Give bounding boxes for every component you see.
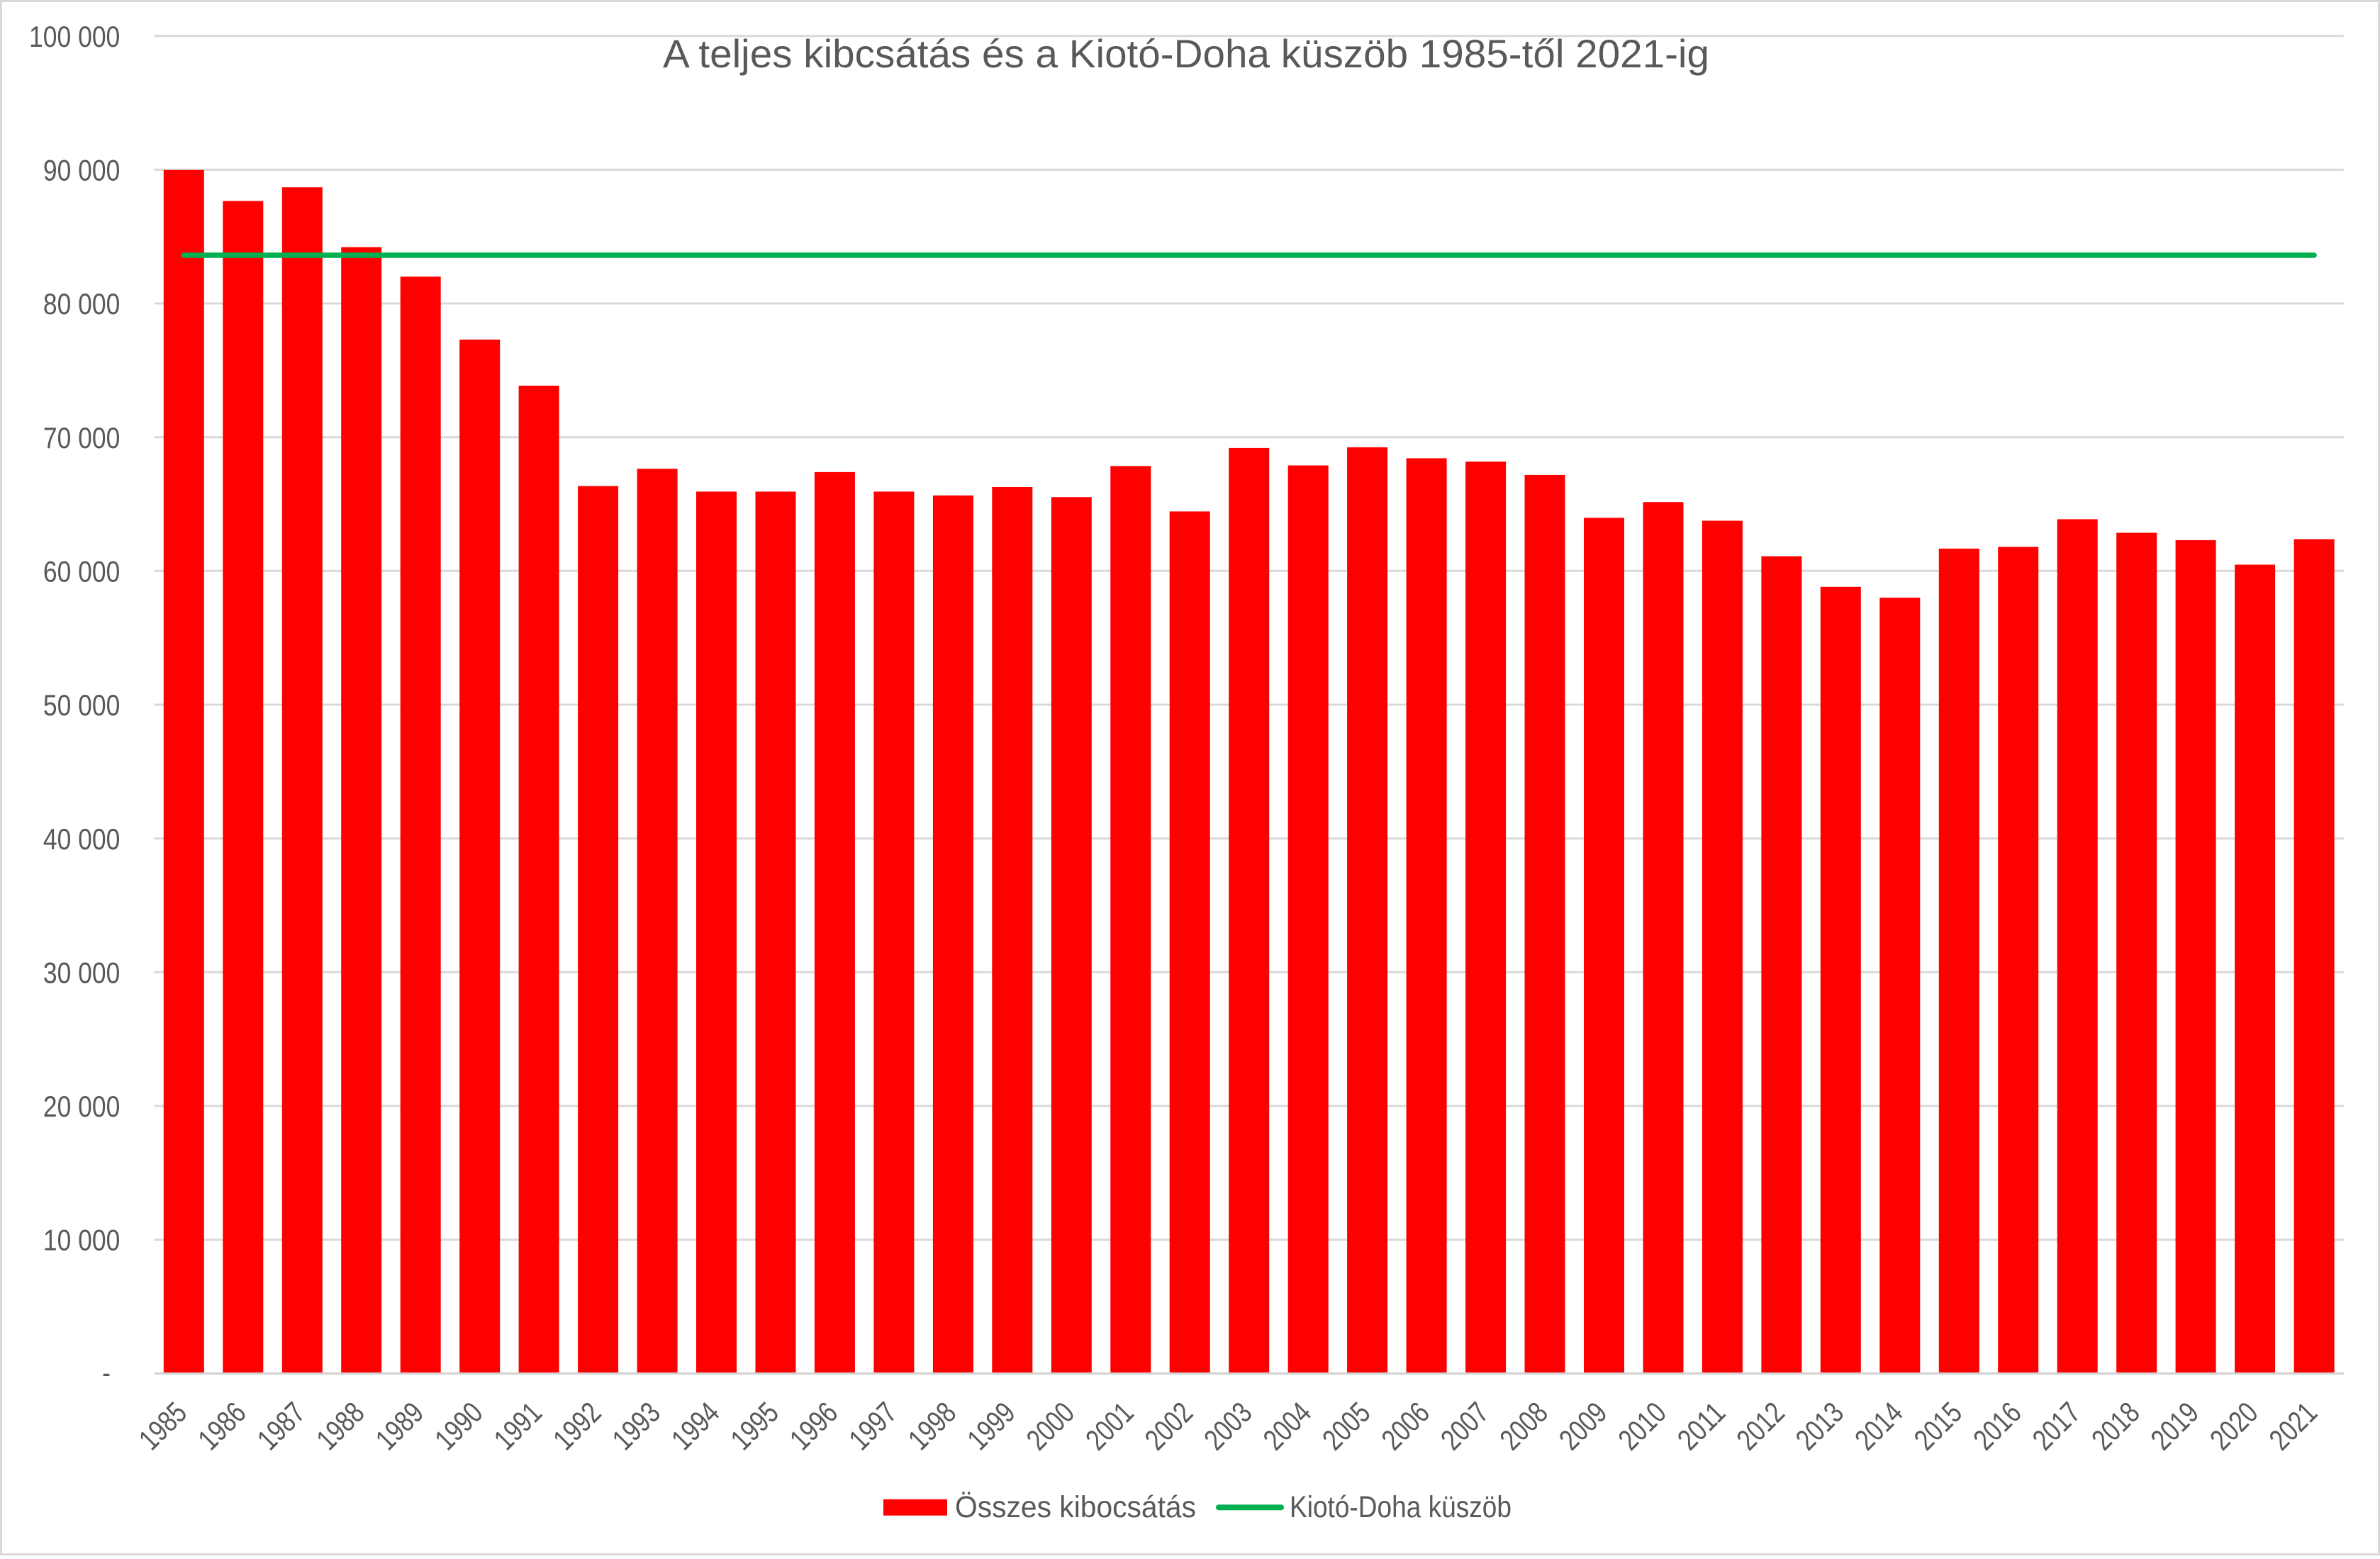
svg-text:20 000: 20 000 bbox=[43, 1090, 120, 1123]
svg-text:40 000: 40 000 bbox=[43, 822, 120, 856]
svg-text:80 000: 80 000 bbox=[43, 287, 120, 320]
svg-text:Kiotó-Doha küszöb: Kiotó-Doha küszöb bbox=[1290, 1490, 1512, 1524]
svg-text:70 000: 70 000 bbox=[43, 421, 120, 454]
svg-text:10 000: 10 000 bbox=[43, 1224, 120, 1257]
svg-text:Összes kibocsátás: Összes kibocsátás bbox=[955, 1490, 1196, 1524]
svg-text:A teljes kibcsátás és a Kiotó-: A teljes kibcsátás és a Kiotó-Doha küszö… bbox=[663, 31, 1709, 76]
svg-text:100 000: 100 000 bbox=[29, 20, 120, 53]
svg-text:30 000: 30 000 bbox=[43, 956, 120, 989]
svg-text:60 000: 60 000 bbox=[43, 554, 120, 588]
svg-text:50 000: 50 000 bbox=[43, 688, 120, 722]
svg-text:-: - bbox=[102, 1356, 111, 1389]
svg-text:90 000: 90 000 bbox=[43, 154, 120, 187]
